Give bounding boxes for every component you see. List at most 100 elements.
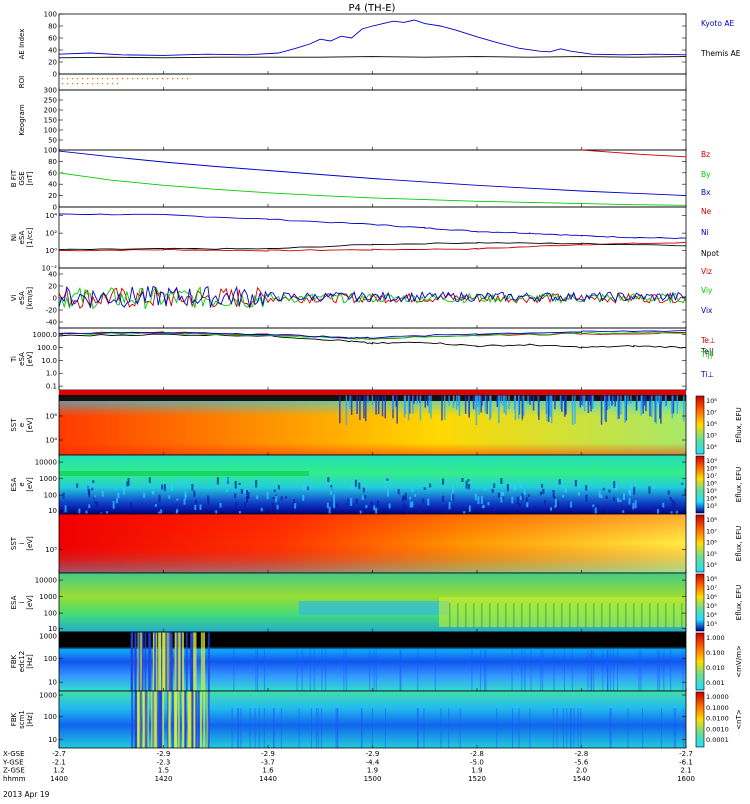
- roi-mark: [187, 78, 189, 80]
- colorbar-tick-label: 10⁷: [706, 527, 717, 535]
- panel-ylabel: edc12: [18, 651, 26, 673]
- colorbar-tick-label: 10⁷: [706, 409, 717, 417]
- y-tick-label: 0: [53, 204, 57, 212]
- panel-ylabel: [eV]: [26, 351, 34, 366]
- panel-frame: [58, 327, 687, 391]
- y-tick-label: 300: [44, 87, 57, 95]
- series-line-ti: [59, 331, 686, 341]
- y-tick-label: 1000: [39, 593, 57, 601]
- orbit-value: -2.9: [157, 750, 171, 758]
- panel-ylabel: Ni: [10, 234, 18, 241]
- roi-mark: [77, 78, 79, 80]
- date-label: 2013 Apr 19: [3, 790, 50, 799]
- spectrogram-fbk_scm: [59, 691, 686, 748]
- roi-mark: [172, 78, 174, 80]
- panel-ylabel: FBK: [10, 712, 18, 726]
- panel-bfield: 100 80 60 40 20 0 B FIT GSE [nT] Bz By Bx: [10, 147, 711, 212]
- colorbar-tick-label: 1.000: [706, 634, 725, 642]
- y-tick-label: 10⁴: [45, 212, 57, 220]
- roi-mark: [122, 78, 124, 80]
- spectrogram-fbk_edc: [59, 632, 686, 691]
- y-tick-label: 0: [53, 71, 57, 79]
- y-tick-label: 10⁰: [45, 247, 57, 255]
- orbit-value: -2.7: [679, 750, 693, 758]
- roi-mark: [92, 83, 94, 85]
- roi-mark: [72, 83, 74, 85]
- colorbar-tick-label: 10⁶: [706, 420, 717, 428]
- roi-mark: [157, 78, 159, 80]
- y-tick-label: 100: [44, 713, 57, 721]
- y-tick-label: 20: [48, 59, 57, 67]
- y-tick-label: -40: [46, 319, 57, 327]
- panel-ylabel: B FIT: [10, 169, 18, 187]
- series-line-viy: [59, 286, 686, 310]
- series-group-velocity: [59, 285, 686, 310]
- orbit-value: -5.6: [575, 758, 589, 766]
- roi-mark: [182, 78, 184, 80]
- orbit-value: -2.8: [575, 750, 589, 758]
- spectrogram-sst_e: [59, 395, 686, 455]
- panel-sst_i: 10⁸ 10⁷ 10⁶ 10⁵ 10⁴ Eflux, EFU 10⁵ SST i [eV]: [10, 513, 743, 574]
- legend-entry: Ne: [701, 207, 712, 216]
- panel-ylabel: [eV]: [26, 536, 34, 551]
- roi-mark: [62, 83, 64, 85]
- orbit-row-label: Z-GSE: [3, 767, 25, 775]
- y-tick-label: 100: [44, 492, 57, 500]
- roi-mark: [97, 78, 99, 80]
- colorbar-tick-label: 10⁸: [706, 397, 717, 405]
- colorbar-tick-label: 10³: [706, 502, 717, 510]
- panel-ylabel: eSA: [18, 230, 26, 244]
- colorbar-tick-label: 10⁵: [706, 487, 717, 495]
- panel-ae: 100 80 60 40 20 0 AE Index Kyoto AE Themis AE: [18, 11, 741, 79]
- colorbar-tick-label: 10⁴: [706, 561, 717, 569]
- y-tick-label: 20: [48, 192, 57, 200]
- colorbar-sst_i: 10⁸ 10⁷ 10⁶ 10⁵ 10⁴ Eflux, EFU: [695, 514, 743, 573]
- orbit-value: -6.1: [679, 758, 693, 766]
- y-tick-label: 60: [48, 169, 57, 177]
- roi-mark: [62, 78, 64, 80]
- colorbar-tick-label: 10⁶: [706, 593, 717, 601]
- orbit-table: X-GSE -2.7 -2.9 -2.9 -2.9 -2.8 -2.8 -2.7 Y-GSE -2…: [2, 750, 695, 783]
- colorbar-tick-label: 10⁸: [706, 465, 717, 473]
- orbit-value: 1.9: [367, 767, 378, 775]
- y-tick-label: 1000.0: [33, 331, 58, 339]
- orbit-value: -3.7: [261, 758, 275, 766]
- y-tick-label: 40: [48, 181, 57, 189]
- colorbar-tick-label: 0.100: [706, 649, 725, 657]
- panel-fbk_edc: 1.000 0.100 0.010 0.001 <mV/m> 1000 100 10 FBK ed…: [10, 631, 743, 692]
- orbit-value: -2.3: [157, 758, 171, 766]
- roi-mark: [117, 83, 119, 85]
- colorbar-tick-label: 0.0001: [706, 736, 729, 744]
- roi-mark: [107, 83, 109, 85]
- panel-ylabel: Keogram: [18, 104, 26, 135]
- panel-ylabel: e: [18, 482, 26, 486]
- y-tick-label: 10: [48, 736, 57, 744]
- orbit-value: 1.5: [158, 767, 169, 775]
- colorbar-label: Eflux, EFU: [735, 526, 743, 561]
- colorbar-tick-label: 10⁹: [706, 457, 717, 465]
- y-tick-label: 100: [44, 147, 57, 155]
- panel-temperature: 1000.0 100.0 10.0 1.0 0.1 Ti eSA [eV] Te|| Te⊥ Ti|…: [10, 327, 715, 391]
- series-line-themisae: [59, 56, 686, 59]
- y-tick-label: 10⁴: [45, 437, 57, 445]
- colorbar-tick-label: 10⁵: [706, 602, 717, 610]
- panel-ylabel: scm1: [18, 710, 26, 729]
- y-tick-label: 80: [48, 158, 57, 166]
- orbit-value: 1.9: [471, 767, 482, 775]
- roi-mark: [77, 83, 79, 85]
- colorbar-tick-label: 10⁴: [706, 495, 717, 503]
- roi-mark: [107, 78, 109, 80]
- roi-mark: [112, 78, 114, 80]
- y-tick-label: 60: [48, 35, 57, 43]
- colorbar-tick-label: 10³: [706, 620, 717, 628]
- orbit-row-label: hhmm: [3, 775, 26, 783]
- roi-mark: [67, 78, 69, 80]
- y-tick-label: 10: [48, 625, 57, 633]
- legend-entry: Ti⊥: [700, 370, 714, 379]
- y-tick-label: 100: [44, 610, 57, 618]
- series-line-kyotoae: [59, 19, 686, 56]
- orbit-value: -2.1: [52, 758, 66, 766]
- y-tick-label: 100.0: [37, 344, 57, 352]
